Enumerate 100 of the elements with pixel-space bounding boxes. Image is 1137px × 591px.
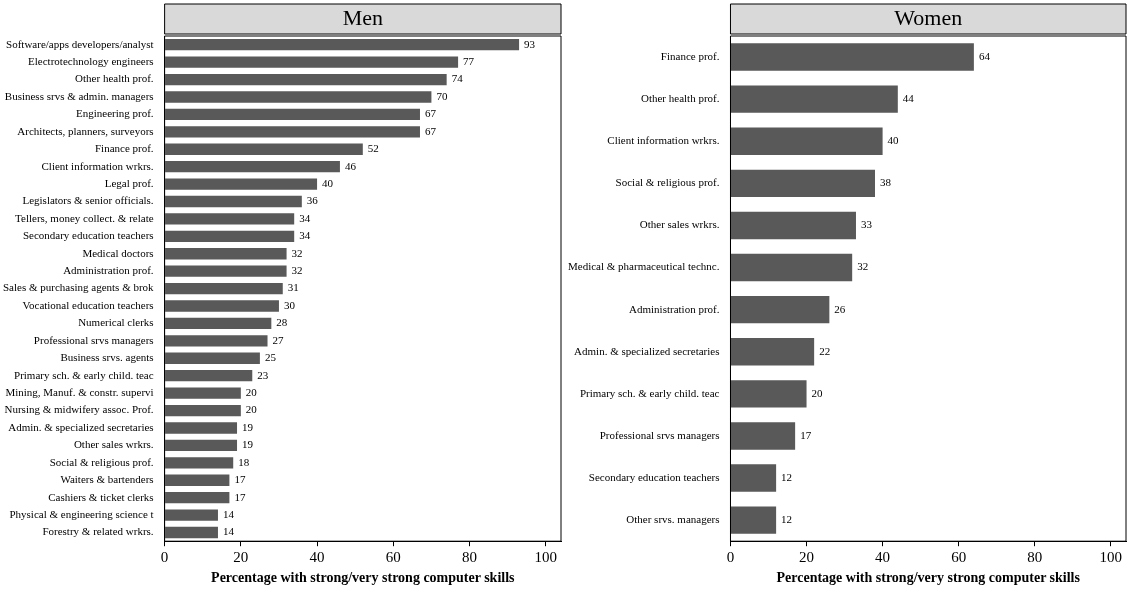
- y-tick-label: Other sales wrkrs.: [639, 218, 720, 231]
- y-tick-label: Vocational education teachers: [22, 298, 154, 311]
- data-label: 23: [257, 368, 269, 381]
- bar: [165, 352, 260, 364]
- y-tick-label: Architects, planners, surveyors: [17, 124, 154, 137]
- data-label: 34: [299, 211, 311, 224]
- data-label: 17: [800, 428, 812, 441]
- y-tick-label: Professional srvs managers: [33, 333, 154, 346]
- y-tick-label: Waiters & bartenders: [60, 473, 154, 486]
- y-tick-label: Forestry & related wrkrs.: [42, 525, 154, 538]
- data-label: 40: [887, 134, 900, 147]
- data-label: 14: [222, 525, 235, 538]
- y-tick-label: Business srvs. agents: [60, 351, 154, 364]
- y-tick-label: Social & religious prof.: [49, 455, 154, 468]
- bar: [165, 282, 283, 295]
- y-tick-label: Admin. & specialized secretaries: [574, 344, 720, 357]
- x-tick-label: 0: [160, 549, 169, 566]
- x-tick-label: 100: [534, 549, 557, 566]
- data-label: 93: [524, 37, 536, 50]
- data-label: 31: [287, 281, 299, 294]
- data-label: 18: [238, 455, 250, 468]
- bar: [165, 39, 520, 51]
- bar: [730, 338, 815, 366]
- bar: [165, 526, 218, 539]
- y-tick-label: Legislators & senior officials.: [22, 194, 154, 207]
- data-label: 77: [463, 55, 475, 68]
- data-label: 32: [291, 246, 303, 259]
- data-label: 27: [272, 333, 285, 346]
- bar: [165, 370, 253, 382]
- bar: [730, 169, 875, 198]
- y-tick-label: Administration prof.: [629, 302, 720, 315]
- bar: [165, 73, 447, 86]
- data-label: 33: [860, 218, 873, 231]
- x-tick-label: 80: [1027, 549, 1043, 566]
- x-tick-label: 20: [799, 549, 815, 566]
- bar: [730, 295, 830, 324]
- bar: [165, 230, 295, 242]
- y-tick-label: Mining, Manuf. & constr. supervi: [5, 386, 154, 399]
- data-label: 30: [283, 298, 296, 311]
- y-tick-label: Finance prof.: [94, 142, 154, 155]
- data-label: 52: [367, 142, 379, 155]
- bar: [165, 491, 230, 504]
- data-label: 12: [781, 470, 793, 483]
- data-label: 74: [451, 72, 464, 85]
- data-label: 20: [811, 386, 824, 399]
- data-label: 20: [245, 403, 258, 416]
- y-tick-label: Numerical clerks: [78, 316, 154, 329]
- x-tick-label: 40: [309, 549, 325, 566]
- data-label: 34: [299, 229, 311, 242]
- y-tick-label: Other health prof.: [640, 92, 720, 105]
- bar: [165, 317, 272, 330]
- data-label: 28: [276, 316, 288, 329]
- y-tick-label: Medical & pharmaceutical technc.: [568, 260, 720, 273]
- x-axis-title: Percentage with strong/very strong computer skills: [776, 570, 1081, 586]
- y-tick-label: Admin. & specialized secretaries: [8, 420, 154, 433]
- y-tick-label: Physical & engineering science t: [9, 507, 154, 520]
- data-label: 32: [857, 260, 869, 273]
- data-label: 17: [234, 490, 246, 503]
- bar: [730, 211, 856, 240]
- bar: [165, 195, 302, 208]
- bar: [165, 160, 340, 173]
- bar: [165, 56, 459, 68]
- bar: [165, 108, 420, 121]
- x-tick-label: 60: [385, 549, 401, 566]
- y-tick-label: Other sales wrkrs.: [73, 438, 154, 451]
- bar: [165, 213, 295, 225]
- x-tick-label: 100: [1099, 549, 1123, 566]
- data-label: 70: [436, 89, 448, 102]
- y-tick-label: Electrotechnology engineers: [28, 55, 154, 68]
- bar: [165, 91, 432, 103]
- y-tick-label: Sales & purchasing agents & brok: [2, 281, 155, 294]
- bar: [165, 474, 230, 486]
- data-label: 44: [902, 92, 915, 105]
- y-tick-label: Medical doctors: [82, 246, 154, 259]
- x-tick-label: 0: [726, 549, 735, 566]
- x-axis-title: Percentage with strong/very strong computer skills: [211, 570, 516, 586]
- data-label: 19: [242, 438, 254, 451]
- y-tick-label: Business srvs & admin. managers: [4, 89, 154, 102]
- chart-title: Women: [894, 4, 963, 30]
- y-tick-label: Social & religious prof.: [615, 176, 720, 189]
- bar: [165, 509, 218, 521]
- data-label: 19: [242, 420, 254, 433]
- bar: [165, 126, 420, 138]
- data-label: 22: [819, 344, 831, 357]
- bar: [730, 464, 777, 492]
- x-tick-label: 40: [875, 549, 891, 566]
- data-label: 64: [978, 49, 991, 62]
- bar: [165, 387, 241, 399]
- y-tick-label: Tellers, money collect. & relate: [15, 211, 154, 224]
- bar: [165, 248, 287, 260]
- data-label: 40: [322, 176, 334, 189]
- y-tick-label: Secondary education teachers: [22, 229, 154, 242]
- data-label: 67: [424, 107, 437, 120]
- y-tick-label: Cashiers & ticket clerks: [48, 490, 154, 503]
- data-label: 14: [222, 507, 235, 520]
- bar: [730, 43, 974, 71]
- x-tick-label: 20: [233, 549, 249, 566]
- y-tick-label: Nursing & midwifery assoc. Prof.: [4, 403, 154, 416]
- bar: [730, 380, 807, 408]
- y-tick-label: Other health prof.: [75, 72, 154, 85]
